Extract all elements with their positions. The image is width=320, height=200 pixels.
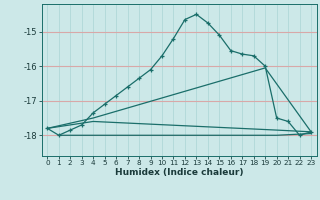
X-axis label: Humidex (Indice chaleur): Humidex (Indice chaleur) xyxy=(115,168,244,177)
